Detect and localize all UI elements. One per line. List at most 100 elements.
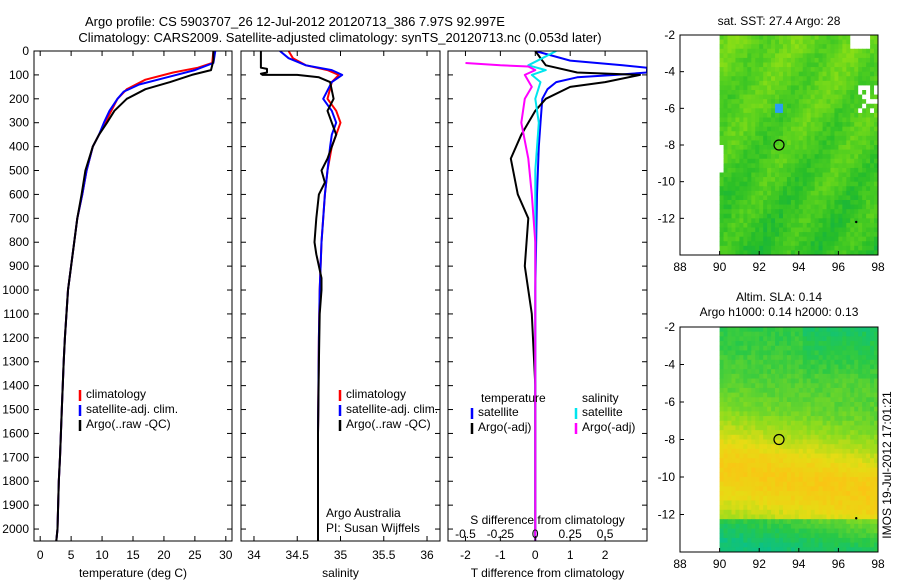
heatmap-cell	[775, 341, 780, 347]
heatmap-cell	[747, 35, 752, 40]
heatmap-cell	[806, 355, 812, 361]
heatmap-cell	[723, 117, 728, 123]
heatmap-cell	[743, 135, 748, 141]
heatmap-cell	[790, 392, 796, 398]
heatmap-cell	[779, 57, 784, 63]
heatmap-cell	[743, 495, 748, 501]
series-line-argo-adj--3	[465, 62, 537, 541]
heatmap-cell	[719, 387, 724, 394]
heatmap-cell	[779, 99, 784, 105]
heatmap-cell	[735, 122, 740, 128]
heatmap-cell	[743, 232, 748, 238]
heatmap-cell	[743, 158, 748, 164]
heatmap-cell	[747, 341, 752, 347]
heatmap-cell	[727, 222, 732, 228]
heatmap-cell	[870, 76, 875, 82]
heatmap-cell	[763, 336, 768, 342]
heatmap-cell	[771, 519, 776, 525]
heatmap-cell	[794, 472, 800, 478]
heatmap-cell	[723, 250, 728, 256]
heatmap-cell	[862, 145, 867, 150]
heatmap-cell	[739, 232, 744, 238]
heatmap-cell	[818, 491, 823, 497]
heatmap-cell	[862, 200, 867, 205]
heatmap-cell	[806, 505, 812, 511]
heatmap-cell	[779, 387, 784, 394]
heatmap-cell	[838, 76, 843, 82]
heatmap-cell	[775, 439, 780, 445]
heatmap-cell	[723, 204, 728, 210]
heatmap-cell	[802, 186, 808, 192]
heatmap-cell	[759, 491, 764, 497]
heatmap-cell	[751, 90, 756, 95]
heatmap-cell	[775, 154, 780, 160]
heatmap-cell	[739, 369, 744, 375]
heatmap-cell	[874, 158, 879, 164]
heatmap-cell	[826, 67, 831, 73]
heatmap-cell	[802, 519, 808, 525]
heatmap-cell	[763, 355, 768, 361]
heatmap-cell	[858, 190, 863, 196]
heatmap-cell	[719, 112, 724, 118]
heatmap-cell	[846, 181, 851, 187]
heatmap-cell	[834, 430, 839, 436]
heatmap-cell	[739, 392, 744, 398]
heatmap-cell	[842, 117, 847, 123]
heatmap-cell	[854, 67, 859, 73]
heatmap-cell	[743, 39, 748, 45]
heatmap-cell	[862, 209, 867, 215]
heatmap-cell	[818, 336, 823, 342]
heatmap-cell	[782, 458, 788, 464]
heatmap-cell	[759, 444, 764, 450]
heatmap-cell	[870, 67, 875, 73]
heatmap-cell	[862, 402, 867, 408]
heatmap-cell	[751, 383, 756, 389]
heatmap-cell	[782, 444, 788, 450]
heatmap-cell	[830, 245, 835, 251]
heatmap-cell	[790, 67, 796, 73]
heatmap-cell	[874, 505, 879, 511]
heatmap-cell	[735, 533, 740, 539]
heatmap-cell	[751, 158, 756, 164]
heatmap-cell	[779, 425, 784, 431]
heatmap-cell	[798, 486, 804, 492]
heatmap-cell	[755, 236, 760, 242]
heatmap-cell	[763, 76, 768, 82]
heatmap-cell	[798, 378, 804, 384]
heatmap-cell	[751, 177, 756, 183]
heatmap-cell	[782, 392, 788, 398]
heatmap-cell	[779, 131, 784, 137]
heatmap-cell	[794, 425, 800, 431]
heatmap-cell	[759, 495, 764, 501]
heatmap-cell	[814, 387, 819, 394]
heatmap-cell	[826, 213, 831, 219]
y-tick-label: -12	[658, 211, 676, 225]
heatmap-cell	[834, 537, 839, 544]
heatmap-cell	[802, 345, 808, 351]
heatmap-cell	[743, 186, 748, 192]
heatmap-cell	[818, 533, 823, 539]
heatmap-cell	[858, 505, 863, 511]
heatmap-cell	[735, 486, 740, 492]
heatmap-cell	[802, 359, 808, 365]
heatmap-cell	[810, 158, 816, 164]
heatmap-cell	[826, 387, 831, 394]
heatmap-cell	[735, 439, 740, 445]
series-line-satellite-2	[527, 51, 557, 541]
heatmap-cell	[846, 218, 851, 224]
heatmap-cell	[842, 131, 847, 137]
heatmap-cell	[727, 355, 732, 361]
heatmap-cell	[842, 345, 847, 351]
heatmap-cell	[810, 57, 816, 63]
heatmap-cell	[874, 62, 879, 68]
heatmap-cell	[719, 373, 724, 379]
heatmap-cell	[842, 533, 847, 539]
heatmap-cell	[798, 149, 804, 155]
heatmap-cell	[806, 44, 812, 50]
heatmap-cell	[866, 108, 871, 114]
heatmap-cell	[723, 383, 728, 389]
heatmap-cell	[798, 453, 804, 459]
heatmap-cell	[786, 369, 792, 375]
heatmap-cell	[822, 90, 827, 95]
heatmap-cell	[802, 327, 808, 333]
